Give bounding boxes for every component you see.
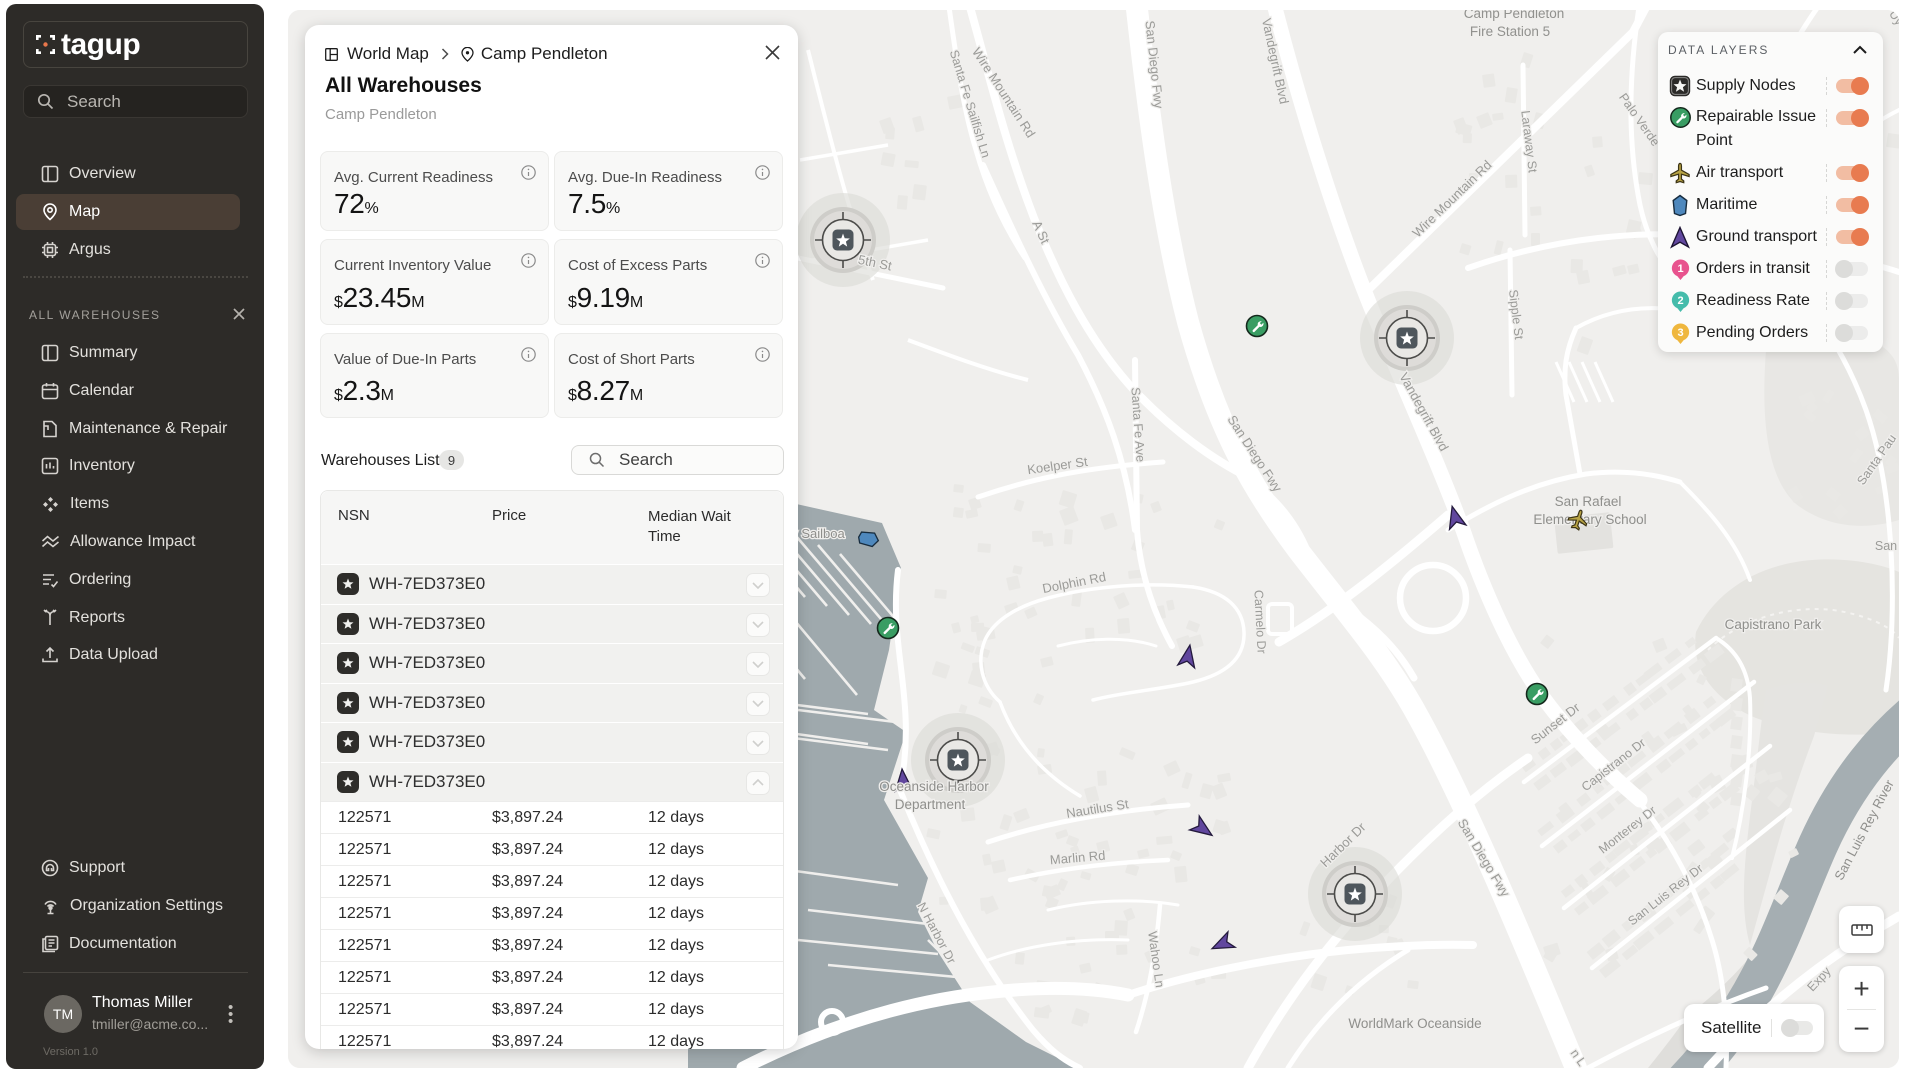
svg-text:y Sailboa: y Sailboa: [791, 526, 845, 541]
svg-text:San: San: [1875, 539, 1897, 553]
svg-text:Fire Station 5: Fire Station 5: [1470, 24, 1550, 39]
svg-text:Department: Department: [895, 797, 966, 812]
svg-text:Camp Pendleton: Camp Pendleton: [1464, 10, 1565, 21]
svg-text:Oceanside Harbor: Oceanside Harbor: [879, 779, 989, 794]
svg-text:3: 3: [1677, 327, 1683, 339]
svg-text:Carmelo Dr: Carmelo Dr: [1251, 590, 1268, 655]
svg-text:1: 1: [1677, 263, 1683, 275]
svg-text:Capistrano Park: Capistrano Park: [1725, 617, 1822, 632]
svg-text:San Rafael: San Rafael: [1555, 494, 1622, 509]
svg-text:2: 2: [1677, 295, 1683, 307]
svg-text:Marlin Rd: Marlin Rd: [1049, 848, 1106, 868]
svg-text:Elementary School: Elementary School: [1533, 512, 1646, 527]
svg-text:WorldMark Oceanside: WorldMark Oceanside: [1348, 1016, 1481, 1031]
svg-text:Santa Fe Ave: Santa Fe Ave: [1128, 387, 1147, 463]
